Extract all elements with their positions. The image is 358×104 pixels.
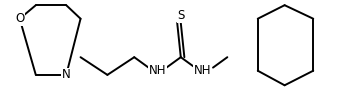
Text: NH: NH: [194, 64, 211, 77]
Text: NH: NH: [149, 64, 166, 77]
Text: N: N: [62, 68, 71, 81]
Text: S: S: [177, 9, 184, 22]
Text: O: O: [15, 12, 24, 25]
